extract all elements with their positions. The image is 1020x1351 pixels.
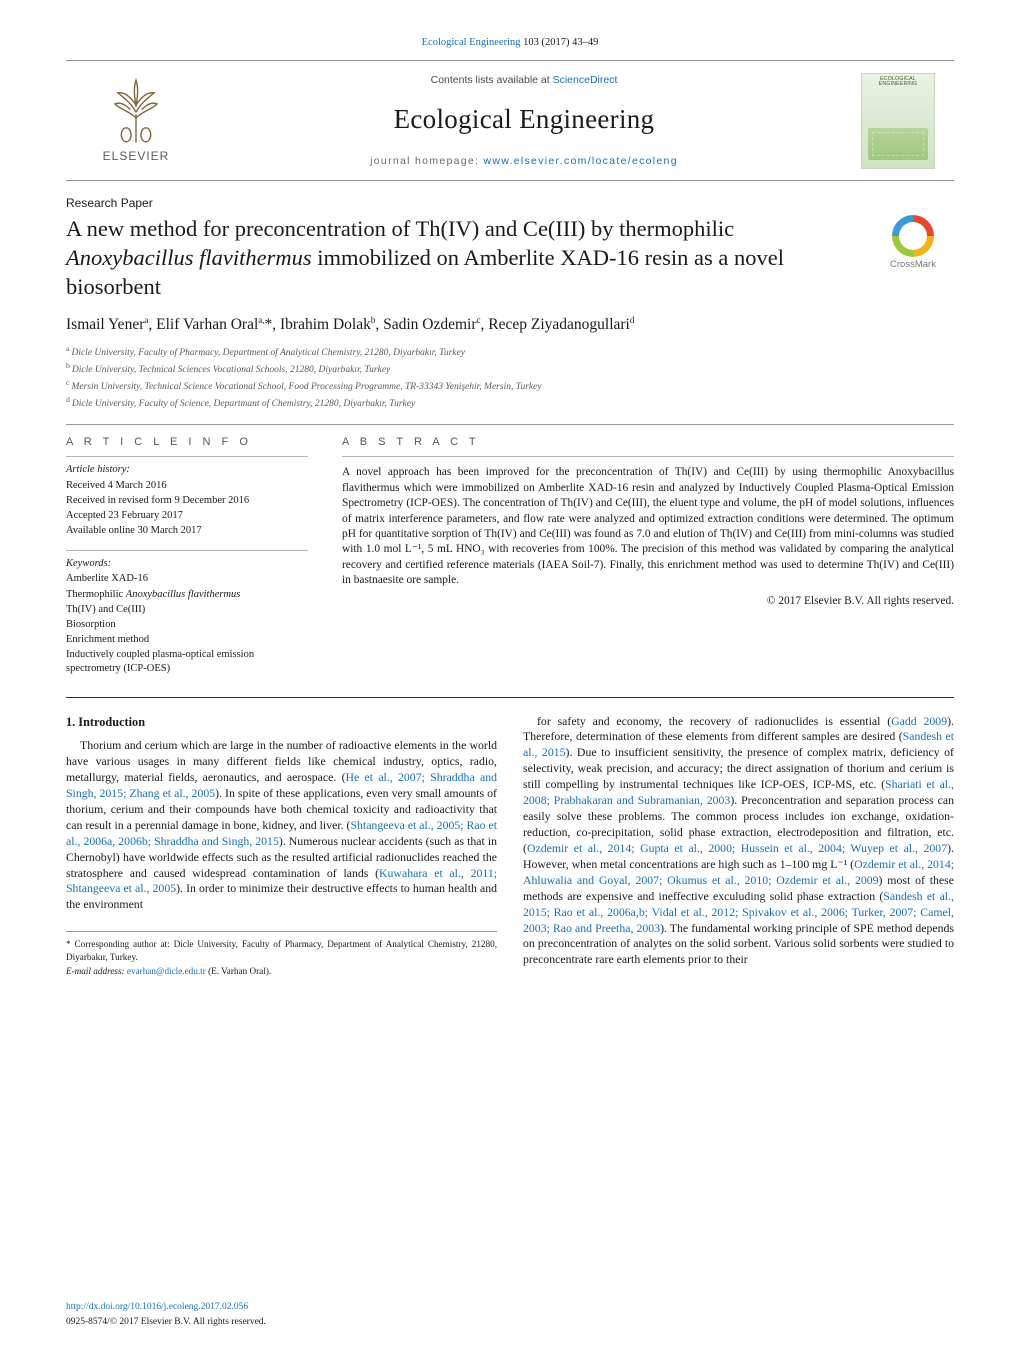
article-title: A new method for preconcentration of Th(… [66,215,854,301]
top-citation-tail: 103 (2017) 43–49 [520,37,598,48]
corr-author-note: * Corresponding author at: Dicle Univers… [66,938,497,963]
keyword: Inductively coupled plasma-optical emiss… [66,648,308,676]
elsevier-wordmark: ELSEVIER [101,148,171,164]
masthead-right: ECOLOGICAL ENGINEERING [856,71,940,170]
intro-para-1: Thorium and cerium which are large in th… [66,738,497,913]
rule-above-meta [66,424,954,425]
keyword: Th(IV) and Ce(III) [66,603,308,617]
abstract-heading: A B S T R A C T [342,435,954,450]
corresponding-footnote: * Corresponding author at: Dicle Univers… [66,931,497,977]
rule-below-abstract [66,697,954,698]
top-citation-journal-link[interactable]: Ecological Engineering [422,37,521,48]
paper-type-label: Research Paper [66,195,954,211]
affil-a-text: Dicle University, Faculty of Pharmacy, D… [71,348,465,358]
keyword: Biosorption [66,618,308,632]
affil-c: cMersin University, Technical Science Vo… [66,378,954,394]
abstract-copyright: © 2017 Elsevier B.V. All rights reserved… [342,594,954,609]
title-row: A new method for preconcentration of Th(… [66,215,954,301]
body-columns: 1. Introduction Thorium and cerium which… [66,714,954,980]
article-info-heading: A R T I C L E I N F O [66,435,308,450]
masthead: ELSEVIER Contents lists available at Sci… [66,60,954,181]
elsevier-tree-icon [101,76,171,146]
keyword: Thermophilic Anoxybacillus flavithermus [66,588,308,602]
corr-email-line: E-mail address: evarhan@dicle.edu.tr (E.… [66,965,497,977]
history-revised: Received in revised form 9 December 2016 [66,494,308,508]
affil-d: dDicle University, Faculty of Science, D… [66,395,954,411]
journal-cover-thumbnail[interactable]: ECOLOGICAL ENGINEERING [861,73,935,169]
issn-copyright: 0925-8574/© 2017 Elsevier B.V. All right… [66,1316,266,1329]
keyword: Enrichment method [66,633,308,647]
history-online: Available online 30 March 2017 [66,524,308,538]
journal-name: Ecological Engineering [204,101,844,137]
contents-prefix: Contents lists available at [431,74,553,86]
journal-cover-title: ECOLOGICAL ENGINEERING [862,74,934,88]
publisher-block: ELSEVIER [80,71,192,170]
crossmark-badge[interactable]: CrossMark [872,215,954,272]
authors-line: Ismail Yenera, Elif Varhan Orala,*, Ibra… [66,314,954,336]
affil-b: bDicle University, Technical Sciences Vo… [66,361,954,377]
crossmark-icon [892,215,934,257]
intro-para-2: for safety and economy, the recovery of … [523,714,954,969]
email-label: E-mail address: [66,966,127,976]
affil-b-text: Dicle University, Technical Sciences Voc… [72,365,390,375]
article-history-block: Article history: Received 4 March 2016 R… [66,463,308,538]
history-received: Received 4 March 2016 [66,479,308,493]
sciencedirect-link[interactable]: ScienceDirect [553,74,618,86]
elsevier-logo[interactable]: ELSEVIER [101,76,171,164]
abstract-text: A novel approach has been improved for t… [342,465,954,588]
article-info-column: A R T I C L E I N F O Article history: R… [66,435,308,688]
history-accepted: Accepted 23 February 2017 [66,509,308,523]
keyword: Amberlite XAD-16 [66,572,308,586]
journal-homepage-line: journal homepage: www.elsevier.com/locat… [204,154,844,168]
keywords-block: Keywords: Amberlite XAD-16 Thermophilic A… [66,557,308,676]
crossmark-label: CrossMark [890,259,936,272]
corr-email-tail: (E. Varhan Oral). [206,966,271,976]
affil-c-text: Mersin University, Technical Science Voc… [71,382,541,392]
contents-available: Contents lists available at ScienceDirec… [204,73,844,87]
homepage-link[interactable]: www.elsevier.com/locate/ecoleng [483,155,677,167]
keywords-list: Amberlite XAD-16 Thermophilic Anoxybacill… [66,572,308,676]
abstract-column: A B S T R A C T A novel approach has bee… [342,435,954,688]
affil-a: aDicle University, Faculty of Pharmacy, … [66,344,954,360]
affil-d-text: Dicle University, Faculty of Science, De… [72,399,415,409]
homepage-prefix: journal homepage: [370,155,483,167]
doi-link[interactable]: http://dx.doi.org/10.1016/j.ecoleng.2017… [66,1302,248,1312]
page-footer: http://dx.doi.org/10.1016/j.ecoleng.2017… [66,1301,266,1331]
masthead-center: Contents lists available at ScienceDirec… [192,71,856,170]
keywords-label: Keywords: [66,558,111,569]
history-label: Article history: [66,464,130,475]
title-italic-species: Anoxybacillus flavithermus [66,245,312,270]
journal-cover-art [868,128,928,160]
affiliations: aDicle University, Faculty of Pharmacy, … [66,344,954,411]
top-citation: Ecological Engineering 103 (2017) 43–49 [66,36,954,50]
meta-row: A R T I C L E I N F O Article history: R… [66,435,954,688]
corr-email-link[interactable]: evarhan@dicle.edu.tr [127,966,206,976]
intro-heading: 1. Introduction [66,714,497,731]
title-part-1: A new method for preconcentration of Th(… [66,216,734,241]
